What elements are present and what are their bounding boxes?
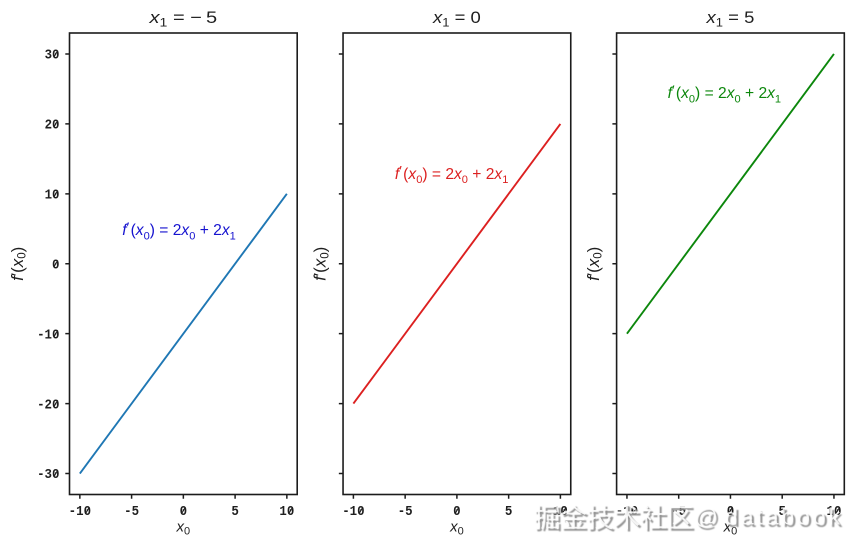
svg-text:@: @ <box>696 506 720 532</box>
svg-text:f′(x0): f′(x0) <box>584 247 605 281</box>
svg-text:databook: databook <box>727 506 845 532</box>
svg-text:-5: -5 <box>124 505 139 520</box>
svg-text:-30: -30 <box>37 468 59 483</box>
svg-text:-5: -5 <box>398 505 413 520</box>
svg-text:5: 5 <box>505 505 513 520</box>
svg-text:x0: x0 <box>449 519 464 538</box>
svg-text:10: 10 <box>45 189 60 204</box>
svg-text:30: 30 <box>45 49 60 64</box>
svg-text:10: 10 <box>827 505 842 520</box>
svg-text:0: 0 <box>52 258 60 273</box>
svg-text:5: 5 <box>778 505 786 520</box>
svg-text:f′ (x0) = 2x0 + 2x1: f′ (x0) = 2x0 + 2x1 <box>395 163 509 187</box>
svg-text:databook: databook <box>725 504 843 530</box>
svg-text:-10: -10 <box>69 505 91 520</box>
svg-text:0: 0 <box>453 505 461 520</box>
svg-text:x0: x0 <box>723 519 738 538</box>
svg-text:f′(x0): f′(x0) <box>8 247 29 281</box>
svg-text:-20: -20 <box>37 398 59 413</box>
svg-text:f′(x0): f′(x0) <box>311 247 332 281</box>
svg-text:5: 5 <box>231 505 239 520</box>
svg-text:-10: -10 <box>342 505 364 520</box>
svg-text:10: 10 <box>279 505 294 520</box>
svg-text:-10: -10 <box>37 328 59 343</box>
svg-text:20: 20 <box>45 119 60 134</box>
svg-text:f′ (x0) = 2x0 + 2x1: f′ (x0) = 2x0 + 2x1 <box>668 82 782 106</box>
svg-text:0: 0 <box>727 505 735 520</box>
svg-text:f′ (x0) = 2x0 + 2x1: f′ (x0) = 2x0 + 2x1 <box>122 219 235 243</box>
svg-text:x1 = − 5: x1 = − 5 <box>148 8 217 30</box>
svg-text:@: @ <box>694 504 718 530</box>
svg-text:x1 = 0: x1 = 0 <box>432 8 481 30</box>
svg-text:x0: x0 <box>176 519 191 538</box>
svg-text:0: 0 <box>180 505 188 520</box>
svg-text:x1 = 5: x1 = 5 <box>705 8 754 30</box>
